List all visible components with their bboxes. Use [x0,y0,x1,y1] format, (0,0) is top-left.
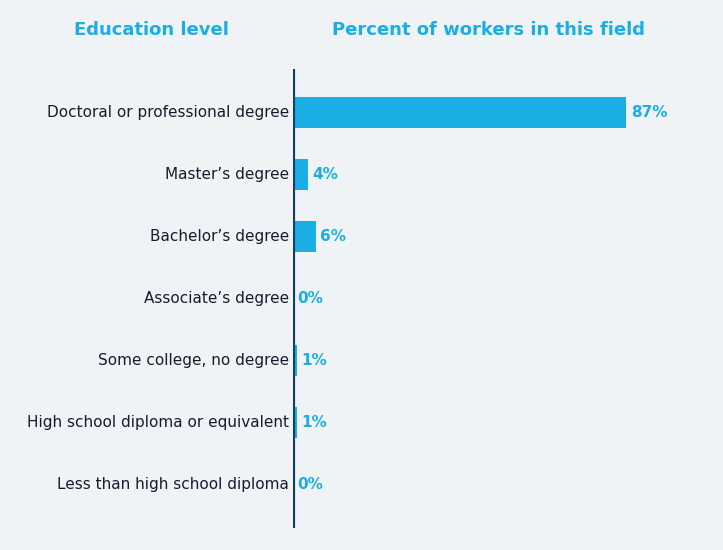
Bar [293,407,296,438]
Text: 87%: 87% [630,104,667,120]
Text: 0%: 0% [297,477,323,492]
Bar [293,97,626,128]
Text: 1%: 1% [301,353,327,368]
Bar [293,159,308,190]
Text: High school diploma or equivalent: High school diploma or equivalent [27,415,289,430]
Text: Percent of workers in this field: Percent of workers in this field [332,21,644,39]
Text: Less than high school diploma: Less than high school diploma [57,477,289,492]
Text: 0%: 0% [297,291,323,306]
Text: 6%: 6% [320,229,346,244]
Text: Some college, no degree: Some college, no degree [98,353,289,368]
Text: Doctoral or professional degree: Doctoral or professional degree [47,104,289,120]
Text: 1%: 1% [301,415,327,430]
Bar [293,221,316,252]
Text: Bachelor’s degree: Bachelor’s degree [150,229,289,244]
Text: 4%: 4% [313,167,338,182]
Bar [293,345,296,376]
Text: Master’s degree: Master’s degree [165,167,289,182]
Text: Associate’s degree: Associate’s degree [144,291,289,306]
Text: Education level: Education level [74,21,229,39]
